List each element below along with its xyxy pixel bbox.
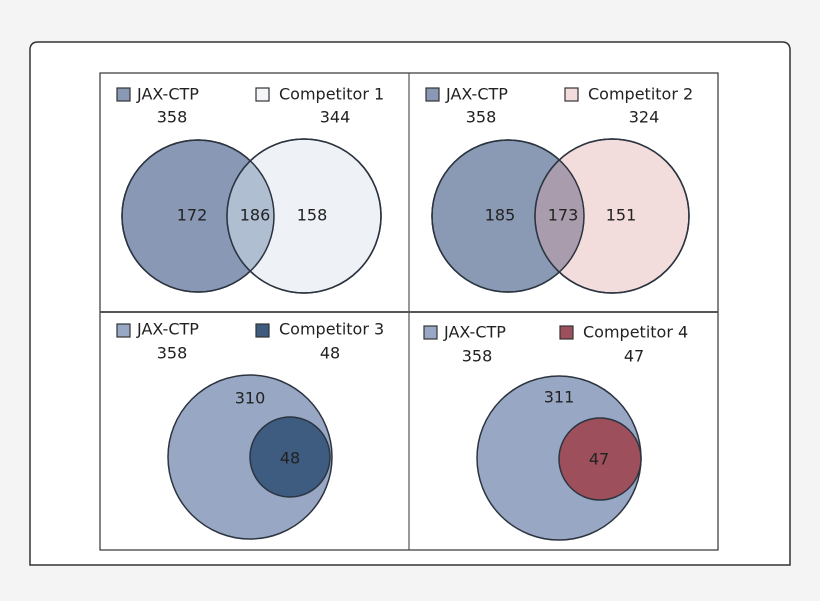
region-count: 158 <box>297 206 328 225</box>
legend-swatch <box>564 87 579 102</box>
legend-total: 324 <box>629 108 660 127</box>
venn-outline <box>431 139 585 293</box>
venn-panel: JAX-CTP 358 Competitor 4 47 311 47 <box>423 323 688 541</box>
legend-total: 358 <box>157 108 188 127</box>
legend-label: Competitor 1 <box>279 85 384 104</box>
venn-panel: JAX-CTP 358 Competitor 3 48 310 48 <box>116 320 384 540</box>
legend-swatch <box>116 87 131 102</box>
region-count: 151 <box>606 206 637 225</box>
region-count: 48 <box>280 449 300 468</box>
legend-label: Competitor 3 <box>279 320 384 339</box>
legend-label: JAX-CTP <box>136 85 199 104</box>
venn-circle <box>558 417 642 501</box>
venn-outline <box>534 138 690 294</box>
venn-outline <box>226 138 382 294</box>
venn-circle <box>249 416 331 498</box>
region-count: 186 <box>240 206 271 225</box>
legend-label: JAX-CTP <box>136 320 199 339</box>
legend-label: JAX-CTP <box>443 323 506 342</box>
legend-total: 358 <box>157 344 188 363</box>
legend-swatch <box>255 87 270 102</box>
legend-total: 344 <box>320 108 351 127</box>
region-count: 310 <box>235 389 266 408</box>
region-count: 311 <box>544 388 575 407</box>
region-count: 172 <box>177 206 208 225</box>
legend-swatch <box>425 87 440 102</box>
venn-panel: JAX-CTP 358 Competitor 2 324 185 173 151 <box>425 85 693 294</box>
legend-swatch <box>116 323 131 338</box>
legend-swatch <box>559 325 574 340</box>
venn-panel: JAX-CTP 358 Competitor 1 344 172 186 158 <box>116 85 384 294</box>
legend-total: 47 <box>624 347 644 366</box>
legend-swatch <box>255 323 270 338</box>
legend-label: JAX-CTP <box>445 85 508 104</box>
region-count: 47 <box>589 450 609 469</box>
legend-total: 358 <box>462 347 493 366</box>
venn-outline <box>121 139 275 293</box>
region-count: 185 <box>485 206 516 225</box>
legend-total: 358 <box>466 108 497 127</box>
legend-label: Competitor 4 <box>583 323 688 342</box>
region-count: 173 <box>548 206 579 225</box>
legend-swatch <box>423 325 438 340</box>
legend-total: 48 <box>320 344 340 363</box>
legend-label: Competitor 2 <box>588 85 693 104</box>
